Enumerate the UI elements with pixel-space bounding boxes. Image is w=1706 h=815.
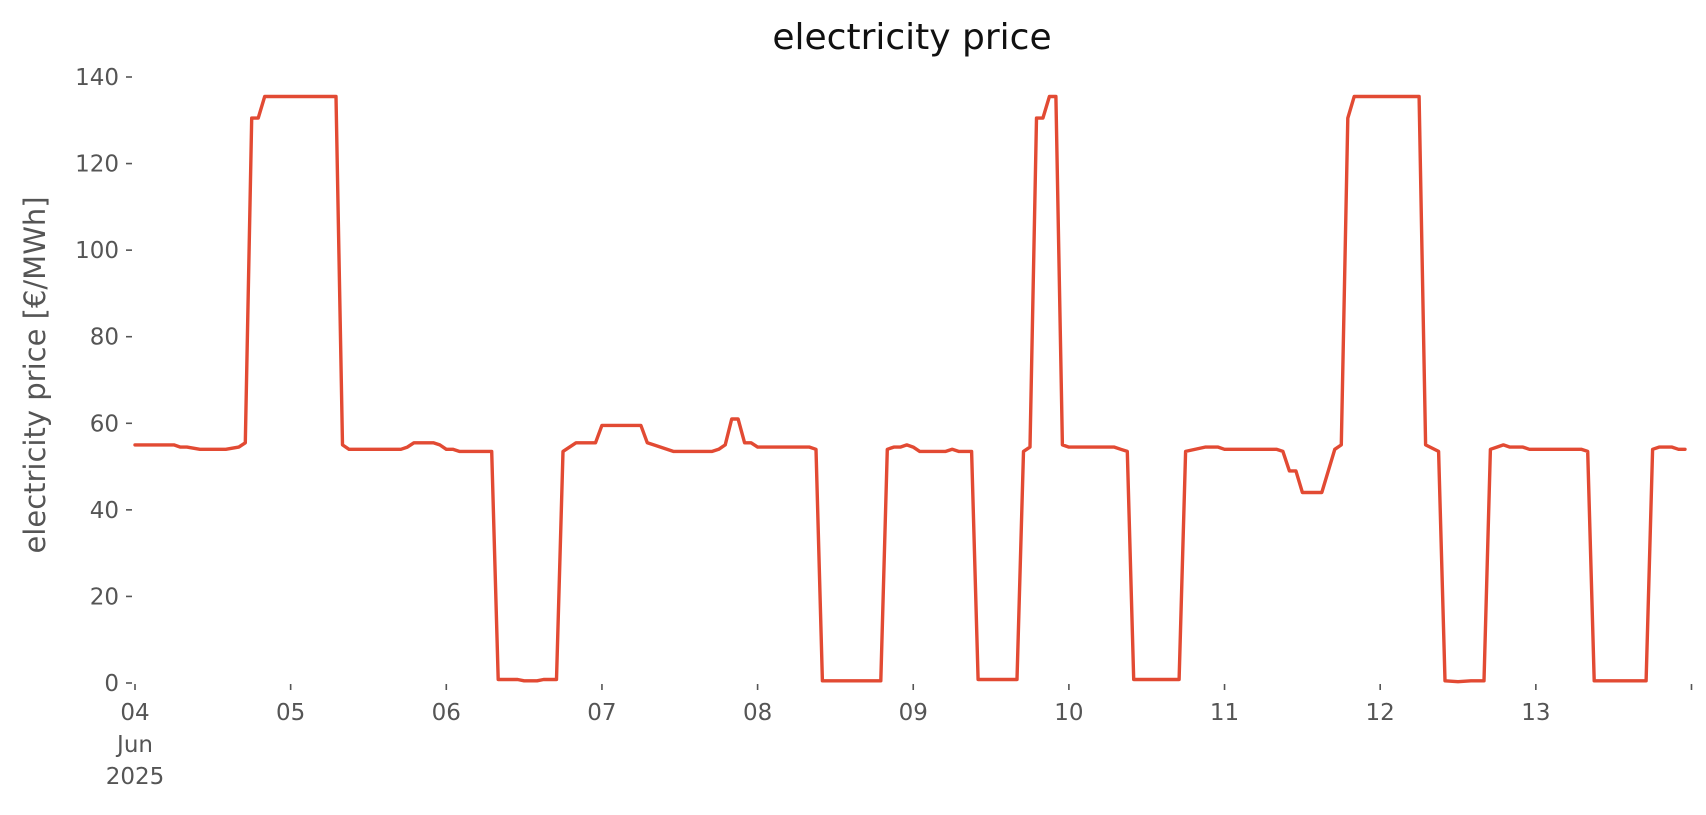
y-axis: 0 20 40 60 80 100 120 140 [75,65,132,697]
plot-area [133,94,1687,684]
y-tick-label: 40 [90,498,119,524]
y-tick-label: 140 [75,65,119,91]
y-tick-label: 100 [75,238,119,264]
x-tick-label: 07 [587,700,616,726]
y-tick-label: 60 [90,411,119,437]
y-tick-label: 80 [90,325,119,351]
x-axis: 04 Jun 2025 05 06 07 08 09 10 11 12 13 [106,684,1693,790]
chart-title: electricity price [772,17,1051,58]
x-tick-label: 04 [120,700,149,726]
y-axis-label: electricity price [€/MWh] [18,196,52,553]
x-tick-label: 08 [743,700,772,726]
y-tick-label: 120 [75,152,119,178]
x-tick-label: 11 [1210,700,1239,726]
y-tick-label: 20 [90,584,119,610]
x-tick-label: 06 [432,700,461,726]
x-tick-year-label: 2025 [106,764,165,790]
x-tick-label: 05 [276,700,305,726]
y-tick-label: 0 [104,671,119,697]
x-tick-label: 09 [899,700,928,726]
x-tick-month-label: Jun [115,732,153,758]
x-tick-label: 12 [1366,700,1395,726]
price-series-line [133,94,1687,684]
x-tick-label: 13 [1521,700,1550,726]
x-tick-label: 10 [1054,700,1083,726]
